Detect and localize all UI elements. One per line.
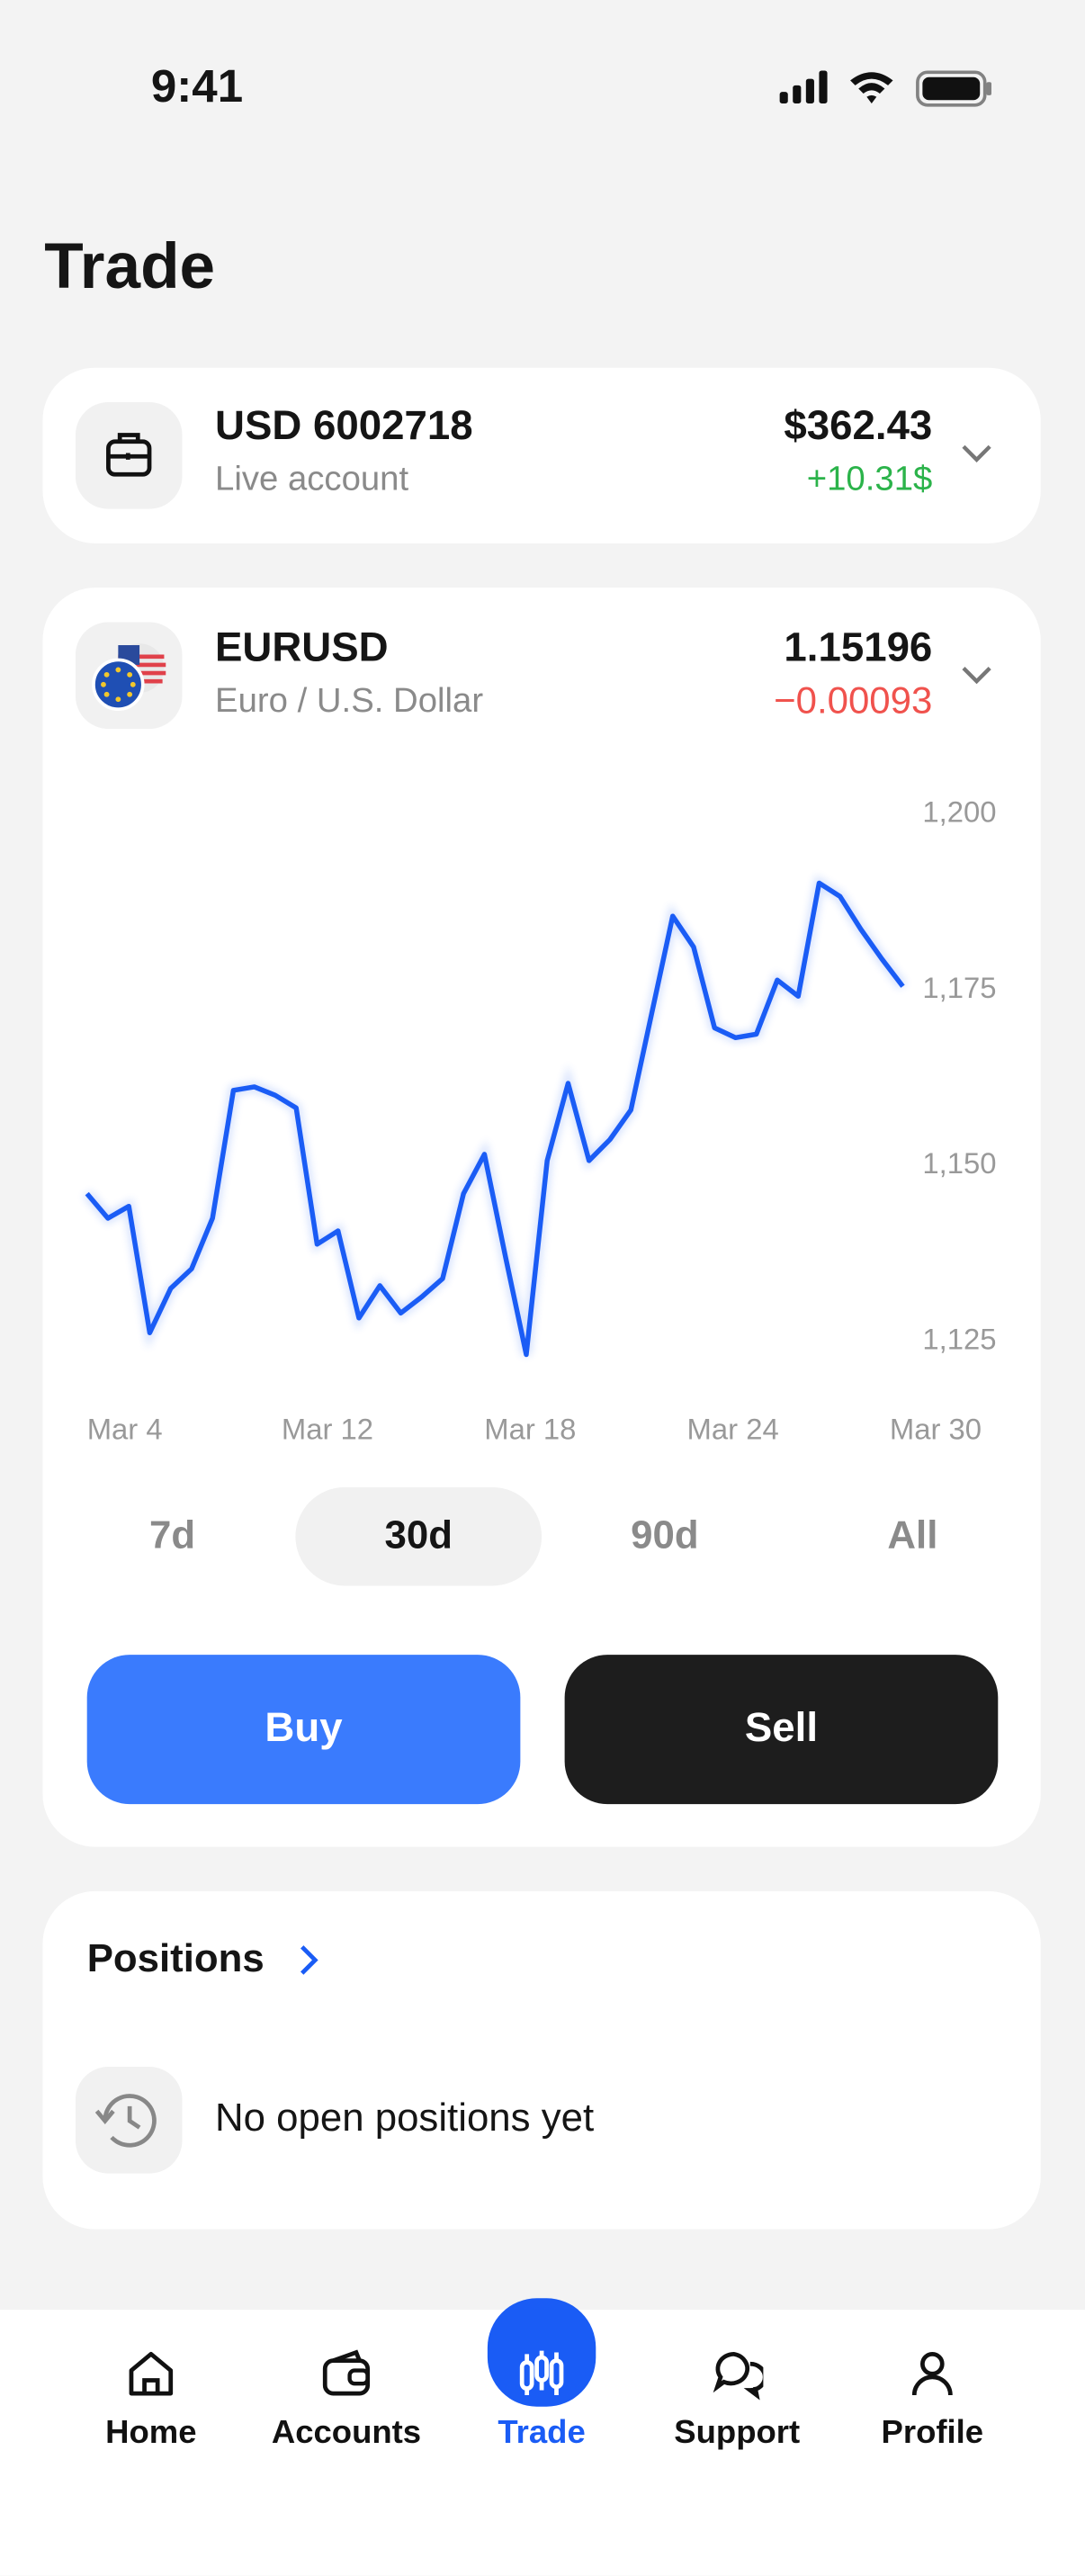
history-icon — [94, 2094, 157, 2148]
briefcase-icon — [106, 433, 152, 477]
sell-button[interactable] — [564, 1655, 999, 1805]
period-tab[interactable]: All — [887, 1513, 938, 1558]
line-glow — [83, 875, 907, 1356]
nav-icon[interactable] — [125, 2347, 177, 2400]
nav-label[interactable]: Accounts — [271, 2414, 422, 2451]
selected-pill — [295, 1486, 542, 1586]
chevron-down[interactable] — [960, 661, 992, 687]
nav-label[interactable]: Profile — [881, 2414, 984, 2451]
nav-glyph — [322, 2349, 371, 2396]
status-icons — [779, 70, 991, 107]
x-tick-label: Mar 12 — [282, 1413, 373, 1446]
x-tick-label: Mar 30 — [890, 1413, 982, 1446]
y-tick-label: 1,175 — [922, 971, 996, 1004]
positions-title[interactable]: Positions — [86, 1936, 265, 1982]
instrument-name: Euro / U.S. Dollar — [215, 682, 484, 721]
chevron-right[interactable] — [295, 1943, 321, 1976]
sell-label: Sell — [744, 1704, 819, 1751]
account-card[interactable] — [42, 367, 1041, 543]
y-tick-label: 1,200 — [922, 795, 996, 829]
buy-label: Buy — [265, 1704, 343, 1751]
nav-label[interactable]: Home — [105, 2414, 197, 2451]
x-tick-label: Mar 18 — [484, 1413, 576, 1446]
buy-button[interactable] — [86, 1655, 521, 1805]
account-icon — [75, 402, 183, 509]
period-tab[interactable]: 30d — [384, 1513, 453, 1558]
y-tick-label: 1,150 — [922, 1146, 996, 1180]
period-tab[interactable]: 7d — [149, 1513, 196, 1558]
nav-icon[interactable] — [320, 2347, 372, 2400]
time: 9:41 — [150, 60, 244, 112]
period-tab[interactable]: 90d — [631, 1513, 699, 1558]
page-title: Trade — [44, 232, 216, 303]
account-change: +10.31$ — [806, 460, 933, 498]
history-icon-box — [75, 2067, 183, 2174]
instrument-price: 1.15196 — [784, 624, 933, 671]
instrument-icon — [75, 622, 183, 730]
nav-icon[interactable] — [516, 2347, 568, 2400]
nav-glyph — [713, 2351, 767, 2401]
x-tick-label: Mar 4 — [87, 1413, 163, 1446]
price-chart: 1,200 1,175 1,150 1,125 Mar 4 Mar 12 Mar 18 Mar… — [83, 795, 996, 1446]
price-line — [85, 880, 905, 1358]
y-tick-label: 1,125 — [922, 1322, 996, 1355]
instrument-change: −0.00093 — [774, 678, 933, 722]
account-balance: $362.43 — [784, 402, 933, 450]
nav-glyph — [129, 2351, 174, 2396]
chevron-down[interactable] — [960, 440, 992, 466]
x-tick-label: Mar 24 — [687, 1413, 779, 1446]
nav-glyph — [911, 2351, 953, 2396]
empty-positions: No open positions yet — [215, 2096, 595, 2141]
flag-icon — [92, 643, 166, 712]
nav-icon[interactable] — [711, 2347, 767, 2401]
positions-card — [42, 1890, 1041, 2230]
nav-glyph — [519, 2350, 564, 2395]
account-name: USD 6002718 — [215, 402, 473, 450]
account-type: Live account — [215, 460, 409, 498]
instrument-symbol: EURUSD — [215, 624, 389, 671]
nav-label[interactable]: Trade — [498, 2414, 586, 2451]
nav-icon[interactable] — [906, 2347, 958, 2400]
nav-label[interactable]: Support — [674, 2414, 801, 2451]
